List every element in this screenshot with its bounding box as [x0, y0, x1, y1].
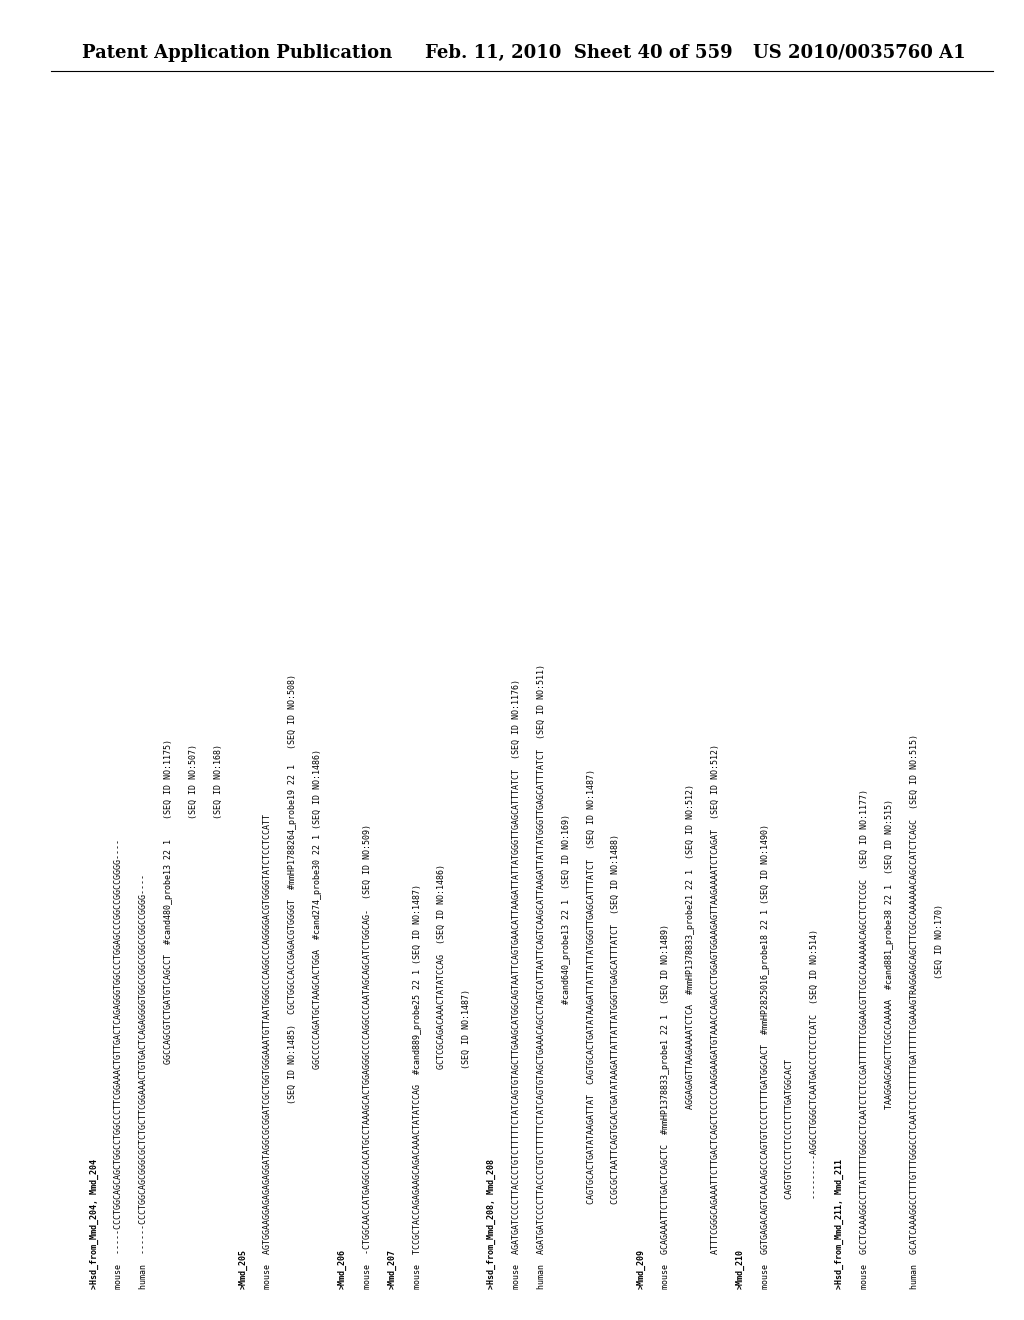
Text: >Mmd_205: >Mmd_205 [239, 1249, 248, 1288]
Text: (SEQ ID NO:507): (SEQ ID NO:507) [188, 743, 198, 1288]
Text: >Mmd_207: >Mmd_207 [388, 1249, 397, 1288]
Text: mouse  GCCTCAAAGGCCTTATTTTTGGGCCTCAATCTCTCCGATTTTTTCGGAACGTTCGCCAAAAAACAGCCTCTCC: mouse GCCTCAAAGGCCTTATTTTTGGGCCTCAATCTCT… [860, 788, 869, 1288]
Text: human  AGATGATCCCCTTACCCTGTCTTTTTCTATCAGTGTAGCTGAAACAGCCTAGTCATTAATTCAGTCAAGCATT: human AGATGATCCCCTTACCCTGTCTTTTTCTATCAGT… [537, 664, 546, 1288]
Text: ATTTCGGGCAGAAATTCTTGACTCAGCTCCCCCAAGGAAGATGTAAACCAGACCCTGGAGTGGAAGAGTTAAGAAAATCT: ATTTCGGGCAGAAATTCTTGACTCAGCTCCCCCAAGGAAG… [711, 743, 720, 1288]
Text: (SEQ ID NO:168): (SEQ ID NO:168) [214, 743, 222, 1288]
Text: AGGAGAGTTAAGAAAATCTCA  #mmHP1378833_probe21 22 1  (SEQ ID NO:512): AGGAGAGTTAAGAAAATCTCA #mmHP1378833_probe… [686, 784, 695, 1288]
Text: US 2010/0035760 A1: US 2010/0035760 A1 [753, 44, 966, 62]
Text: >Mmd_206: >Mmd_206 [338, 1249, 347, 1288]
Text: human  ------CCCTGGCAGCGGGCGCTCTGCTTCGGAAACTGTGACTCAGAGGGGTGGCCGGCCGGCCGGCCGGGG-: human ------CCCTGGCAGCGGGCGCTCTGCTTCGGAA… [139, 874, 148, 1288]
Text: (SEQ ID NO:1487): (SEQ ID NO:1487) [462, 989, 471, 1288]
Text: mouse  GCAGAAATTCTTGACTCAGCTC  #mmHP1378833_probe1 22 1  (SEQ ID NO:1489): mouse GCAGAAATTCTTGACTCAGCTC #mmHP137883… [662, 924, 670, 1288]
Text: Feb. 11, 2010  Sheet 40 of 559: Feb. 11, 2010 Sheet 40 of 559 [425, 44, 732, 62]
Text: GGCCAGCGTCTGATGTCAGCCT  #cand480_probe13 22 1    (SEQ ID NO:1175): GGCCAGCGTCTGATGTCAGCCT #cand480_probe13 … [164, 739, 173, 1288]
Text: human  GCATCAAAGGCCTTTGTTTGGGCCTCAATCTCCTTTTTGATTTTTCGAAAGTRAGGAGCAGCTTCGCCAAAAA: human GCATCAAAGGCCTTTGTTTGGGCCTCAATCTCCT… [909, 734, 919, 1288]
Text: mouse  AGATGATCCCCTTACCCTGTCTTTTTCTATCAGTGTAGCTTGAAGCATGGCAGTAATTCAGTGAACATTAAGA: mouse AGATGATCCCCTTACCCTGTCTTTTTCTATCAGT… [512, 678, 521, 1288]
Text: GCTCGCAGACAAACTATATCCAG  (SEQ ID NO:1486): GCTCGCAGACAAACTATATCCAG (SEQ ID NO:1486) [437, 863, 446, 1288]
Text: mouse  TCCGCTACCAGAGAAGCAGACAAACTATATCCAG  #cand889_probe25 22 1 (SEQ ID NO:1487: mouse TCCGCTACCAGAGAAGCAGACAAACTATATCCAG… [413, 883, 422, 1288]
Text: (SEQ ID NO:170): (SEQ ID NO:170) [935, 904, 943, 1288]
Text: CAGTGTCCCTCTCCCTCTTGATGGCACT: CAGTGTCCCTCTCCCTCTTGATGGCACT [785, 1059, 795, 1288]
Text: mouse  -----CCCTGGCAGCAGCTGGCCTGGCCCTTCGGAAACTGTTGACTCAGAGGGTGGCCCTGGAGCCCGGCCGG: mouse -----CCCTGGCAGCAGCTGGCCTGGCCCTTCGG… [115, 838, 123, 1288]
Text: mouse  GGTGAGACAGTCAACAGCCCAGTGTCCCTCTTTGATGGCACT  #mmHP2825016_probe18 22 1 (SE: mouse GGTGAGACAGTCAACAGCCCAGTGTCCCTCTTTG… [761, 824, 770, 1288]
Text: >Hsd_from_Mmd_204, Mmd_204: >Hsd_from_Mmd_204, Mmd_204 [89, 1159, 98, 1288]
Text: GGCCCCCAGATGCTAAGCACTGGA  #cand274_probe30 22 1 (SEQ ID NO:1486): GGCCCCCAGATGCTAAGCACTGGA #cand274_probe3… [313, 748, 323, 1288]
Text: ---------AGGCCTGGGCTCAATGACCCTCCTCATC  (SEQ ID NO:514): ---------AGGCCTGGGCTCAATGACCCTCCTCATC (S… [810, 929, 819, 1288]
Text: TAAGGAGCAGCTTCGCCAAAAA  #cand881_probe38 22 1  (SEQ ID NO:515): TAAGGAGCAGCTTCGCCAAAAA #cand881_probe38 … [885, 799, 894, 1288]
Text: CAGTGCACTGATATAAGATTAT  CAGTGCACTGATATAAGATTATTATTATGGGTTGAGCATTTATCT  (SEQ ID N: CAGTGCACTGATATAAGATTAT CAGTGCACTGATATAAG… [587, 768, 596, 1288]
Text: >Mmd_209: >Mmd_209 [636, 1249, 645, 1288]
Text: >Hsd_from_Mmd_211, Mmd_211: >Hsd_from_Mmd_211, Mmd_211 [836, 1159, 844, 1288]
Text: mouse  AGTGGAAGGAGAGAGAGGATAGGCGCGGATCGCTGGTGGGAAATGTTAATGGGCCCAGGCCCAGGGGACGTGG: mouse AGTGGAAGGAGAGAGAGGATAGGCGCGGATCGCT… [263, 813, 272, 1288]
Text: Patent Application Publication: Patent Application Publication [82, 44, 392, 62]
Text: mouse  -CTGGCAACCATGAGGCCACATGCCTAAAGCACTGGAGGGCCCCAGGCCCAATAGCAGCATCTGGCAG-  (S: mouse -CTGGCAACCATGAGGCCACATGCCTAAAGCACT… [362, 824, 372, 1288]
Text: (SEQ ID NO:1485)  CGCTGGCCACCGAGACGTGGGGT  #mmHP1788264_probe19 22 1   (SEQ ID N: (SEQ ID NO:1485) CGCTGGCCACCGAGACGTGGGGT… [289, 673, 297, 1288]
Text: #cand640_probe13 22 1  (SEQ ID NO:169): #cand640_probe13 22 1 (SEQ ID NO:169) [562, 813, 570, 1288]
Text: CCGCGCTAATTCAGTGCACTGATATAAGATTATTATTATGGGTTGAGCATTTATCT  (SEQ ID NO:1488): CCGCGCTAATTCAGTGCACTGATATAAGATTATTATTATG… [611, 834, 621, 1288]
Text: >Hsd_from_Mmd_208, Mmd_208: >Hsd_from_Mmd_208, Mmd_208 [487, 1159, 497, 1288]
Text: >Mmd_210: >Mmd_210 [735, 1249, 744, 1288]
